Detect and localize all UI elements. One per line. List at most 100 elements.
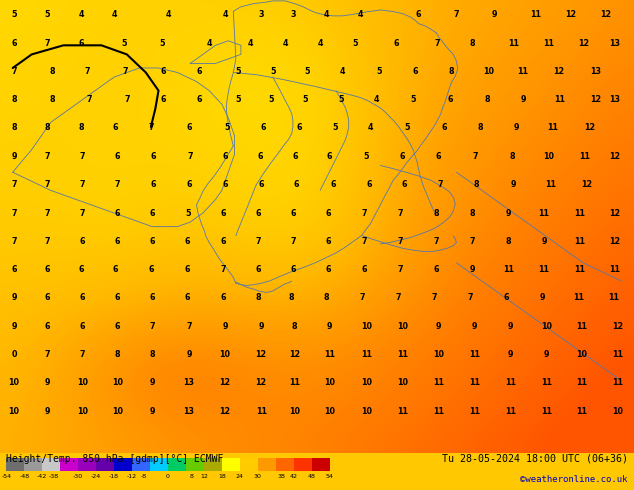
Text: 7: 7 (434, 237, 439, 245)
Bar (312, 458, 330, 471)
Text: 7: 7 (362, 237, 367, 245)
Text: 4: 4 (318, 39, 323, 48)
Text: 4: 4 (374, 95, 379, 104)
Text: 6: 6 (115, 237, 120, 245)
Text: 5: 5 (121, 39, 126, 48)
Text: 10: 10 (482, 67, 494, 75)
Text: 6: 6 (261, 123, 266, 132)
Text: 9: 9 (514, 123, 519, 132)
Text: 6: 6 (436, 152, 441, 161)
Text: 6: 6 (150, 237, 155, 245)
Text: 12: 12 (578, 39, 589, 48)
Text: 7: 7 (362, 209, 367, 218)
Text: 7: 7 (123, 67, 128, 75)
Text: 5: 5 (270, 67, 275, 75)
Text: 6: 6 (184, 294, 190, 302)
Text: 7: 7 (85, 67, 90, 75)
Text: 12: 12 (219, 407, 231, 416)
Text: 12: 12 (256, 350, 267, 359)
Text: 7: 7 (86, 95, 91, 104)
Text: 11: 11 (541, 407, 552, 416)
Text: 11: 11 (361, 350, 372, 359)
Text: 6: 6 (197, 67, 202, 75)
Text: 11: 11 (397, 350, 408, 359)
Text: 5: 5 (332, 123, 337, 132)
Text: 9: 9 (472, 322, 477, 331)
Text: 38: 38 (278, 474, 286, 479)
Text: 12: 12 (256, 378, 267, 388)
Bar (222, 458, 240, 471)
Text: 6: 6 (366, 180, 372, 189)
Bar (186, 458, 204, 471)
Text: 11: 11 (433, 378, 444, 388)
Text: 6: 6 (115, 209, 120, 218)
Text: 54: 54 (326, 474, 333, 479)
Text: 10: 10 (112, 407, 123, 416)
Text: 9: 9 (541, 237, 547, 245)
Text: 8: 8 (510, 152, 515, 161)
Text: 6: 6 (11, 39, 16, 48)
Text: 10: 10 (612, 407, 624, 416)
Text: 6: 6 (150, 209, 155, 218)
Text: 12: 12 (609, 152, 621, 161)
Text: 6: 6 (151, 180, 156, 189)
Text: 10: 10 (324, 378, 335, 388)
Text: Height/Temp. 850 hPa [gdmp][°C] ECMWF: Height/Temp. 850 hPa [gdmp][°C] ECMWF (6, 454, 224, 464)
Text: 5: 5 (364, 152, 369, 161)
Text: 6: 6 (327, 152, 332, 161)
Text: 4: 4 (165, 10, 171, 19)
Text: 5: 5 (305, 67, 310, 75)
Text: 8: 8 (11, 123, 16, 132)
Text: 5: 5 (11, 10, 16, 19)
Text: 4: 4 (207, 39, 212, 48)
Text: 11: 11 (576, 322, 588, 331)
Text: 11: 11 (574, 237, 586, 245)
Text: 6: 6 (115, 322, 120, 331)
Text: 6: 6 (291, 265, 296, 274)
Text: 10: 10 (361, 322, 372, 331)
Text: 6: 6 (45, 294, 50, 302)
Text: 6: 6 (221, 209, 226, 218)
Text: 12: 12 (600, 10, 611, 19)
Text: 6: 6 (448, 95, 453, 104)
Bar (258, 458, 276, 471)
Text: 6: 6 (79, 265, 84, 274)
Text: 8: 8 (324, 294, 329, 302)
Text: 8: 8 (190, 474, 194, 479)
Text: 7: 7 (186, 322, 191, 331)
Text: 4: 4 (223, 10, 228, 19)
Bar (276, 458, 294, 471)
Text: 10: 10 (397, 378, 408, 388)
Text: 8: 8 (470, 209, 475, 218)
Text: 7: 7 (80, 350, 85, 359)
Text: 6: 6 (11, 265, 16, 274)
Text: 8: 8 (49, 67, 55, 75)
Text: 7: 7 (45, 350, 50, 359)
Text: -38: -38 (49, 474, 60, 479)
Text: 24: 24 (236, 474, 244, 479)
Text: 7: 7 (398, 209, 403, 218)
Text: 9: 9 (508, 350, 513, 359)
Text: 12: 12 (590, 95, 602, 104)
Text: 8: 8 (474, 180, 479, 189)
Text: 4: 4 (79, 10, 84, 19)
Text: -18: -18 (109, 474, 119, 479)
Text: 9: 9 (45, 378, 50, 388)
Text: 10: 10 (324, 407, 335, 416)
Text: 0: 0 (11, 350, 16, 359)
Text: 11: 11 (256, 407, 267, 416)
Text: 6: 6 (362, 265, 367, 274)
Text: 8: 8 (79, 123, 84, 132)
Text: 4: 4 (368, 123, 373, 132)
Bar (240, 458, 258, 471)
Text: 11: 11 (397, 407, 408, 416)
Text: 6: 6 (223, 180, 228, 189)
Text: 6: 6 (256, 209, 261, 218)
Text: 6: 6 (185, 237, 190, 245)
Text: 5: 5 (45, 10, 50, 19)
Text: 7: 7 (432, 294, 437, 302)
Text: 0: 0 (166, 474, 170, 479)
Text: 6: 6 (45, 322, 50, 331)
Text: 9: 9 (436, 322, 441, 331)
Text: 7: 7 (45, 180, 50, 189)
